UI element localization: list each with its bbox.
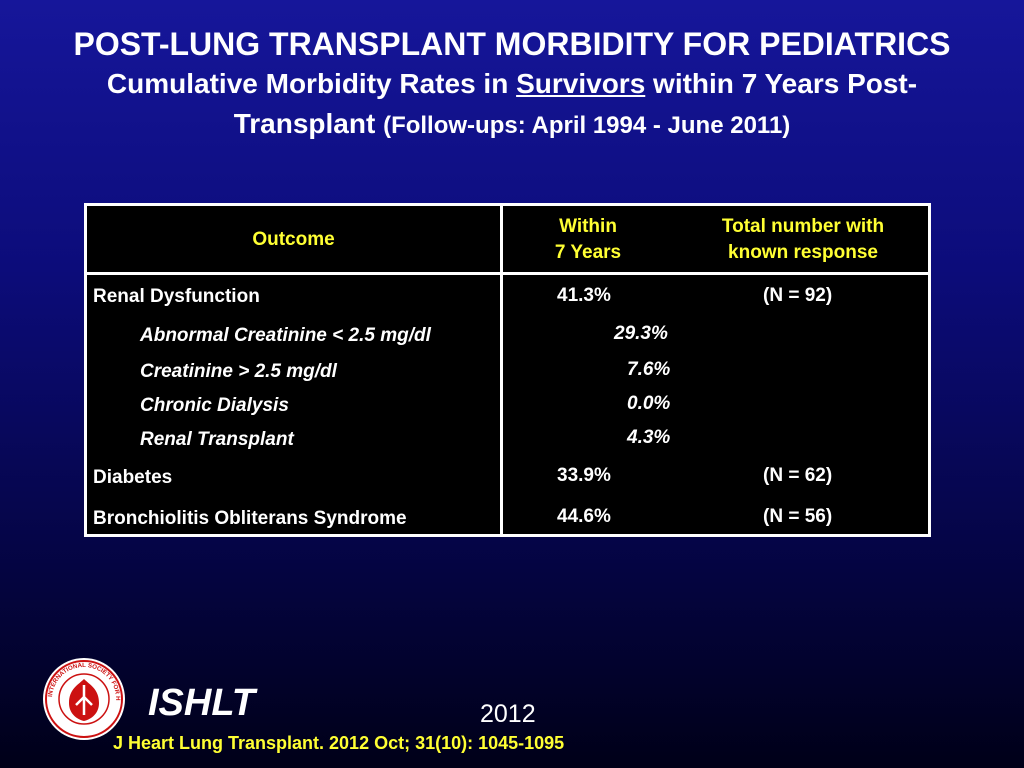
header-total-line2: known response bbox=[728, 242, 878, 263]
row-label-renal-transplant: Renal Transplant bbox=[140, 429, 294, 450]
slide-title-block: POST-LUNG TRANSPLANT MORBIDITY FOR PEDIA… bbox=[0, 24, 1024, 146]
footer-citation: J Heart Lung Transplant. 2012 Oct; 31(10… bbox=[113, 733, 565, 753]
header-within-line1: Within bbox=[559, 216, 617, 237]
header-total: Total number with known response bbox=[693, 214, 913, 266]
logo-red-ring bbox=[45, 660, 123, 738]
ishlt-logo: INTERNATIONAL SOCIETY FOR HEART & LUNG T… bbox=[42, 657, 125, 740]
morbidity-table: Outcome Within 7 Years Total number with… bbox=[84, 203, 931, 537]
subtitle-underlined: Survivors bbox=[516, 68, 646, 99]
slide-subtitle: Cumulative Morbidity Rates in Survivors … bbox=[0, 64, 1024, 104]
subtitle-followup: (Follow-ups: April 1994 - June 2011) bbox=[383, 112, 791, 139]
row-n-renal-dysfunction: (N = 92) bbox=[763, 285, 833, 306]
row-value-renal-transplant: 4.3% bbox=[627, 427, 671, 448]
row-label-abnormal-creatinine: Abnormal Creatinine < 2.5 mg/dl bbox=[140, 325, 431, 346]
row-label-creatinine-high: Creatinine > 2.5 mg/dl bbox=[140, 361, 337, 382]
header-outcome: Outcome bbox=[252, 229, 335, 250]
row-value-renal-dysfunction: 41.3% bbox=[557, 285, 611, 306]
row-n-diabetes: (N = 62) bbox=[763, 465, 833, 486]
row-label-renal-dysfunction: Renal Dysfunction bbox=[93, 286, 260, 307]
row-value-diabetes: 33.9% bbox=[557, 465, 611, 486]
row-value-bos: 44.6% bbox=[557, 506, 611, 527]
footer-year: 2012 bbox=[480, 700, 536, 728]
subtitle-part2: within 7 Years Post- bbox=[645, 68, 918, 99]
row-label-bos: Bronchiolitis Obliterans Syndrome bbox=[93, 508, 407, 529]
table-divider-vertical bbox=[500, 206, 503, 534]
slide-subtitle-line3: Transplant (Follow-ups: April 1994 - Jun… bbox=[0, 104, 1024, 146]
subtitle-line3: Transplant bbox=[233, 108, 384, 139]
slide-title: POST-LUNG TRANSPLANT MORBIDITY FOR PEDIA… bbox=[73, 26, 951, 62]
ishlt-label: ISHLT bbox=[148, 682, 255, 724]
row-value-creatinine-high: 7.6% bbox=[627, 359, 671, 380]
row-label-diabetes: Diabetes bbox=[93, 467, 173, 488]
header-within: Within 7 Years bbox=[503, 214, 673, 266]
header-total-line1: Total number with bbox=[721, 216, 885, 237]
row-value-abnormal-creatinine: 29.3% bbox=[614, 323, 668, 344]
logo-bronchi bbox=[75, 685, 93, 715]
header-within-line2: 7 Years bbox=[554, 242, 622, 263]
row-label-chronic-dialysis: Chronic Dialysis bbox=[140, 395, 289, 416]
subtitle-part1: Cumulative Morbidity Rates in bbox=[106, 68, 517, 99]
table-divider-horizontal bbox=[87, 272, 928, 275]
row-value-chronic-dialysis: 0.0% bbox=[627, 393, 671, 414]
row-n-bos: (N = 56) bbox=[763, 506, 833, 527]
